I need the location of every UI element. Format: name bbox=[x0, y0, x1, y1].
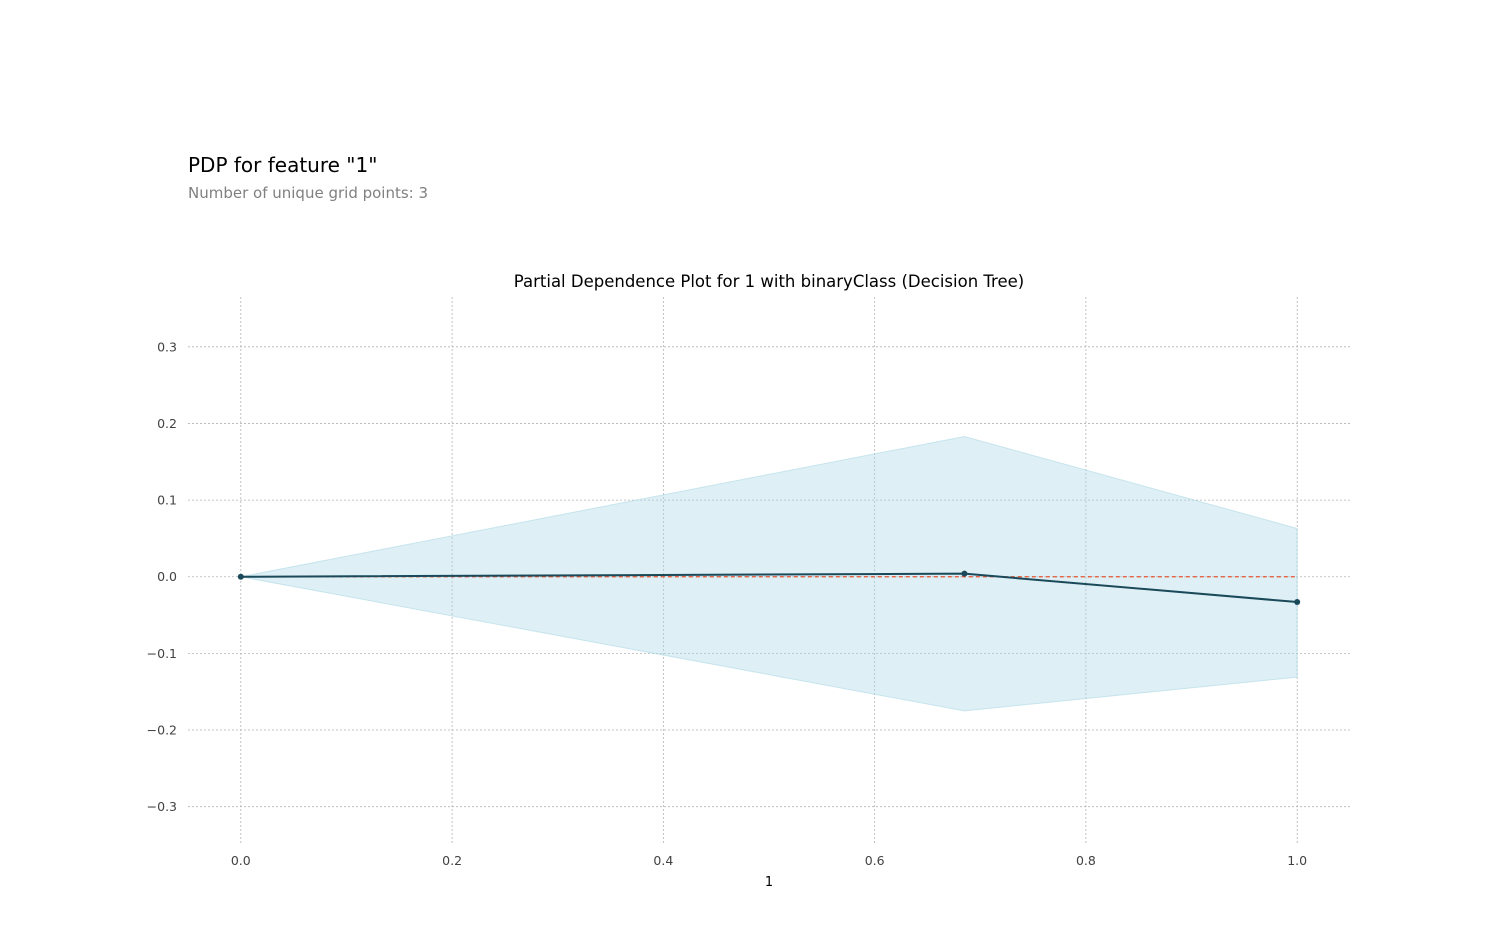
pdp-point bbox=[1294, 599, 1301, 606]
pdp-point bbox=[237, 573, 244, 580]
chart-title: Partial Dependence Plot for 1 with binar… bbox=[514, 272, 1024, 291]
page-subtitle: Number of unique grid points: 3 bbox=[188, 184, 429, 202]
x-tick-label: 0.8 bbox=[1076, 853, 1096, 868]
x-tick-label: 1.0 bbox=[1287, 853, 1307, 868]
x-tick-label: 0.4 bbox=[653, 853, 673, 868]
x-tick-label: 0.2 bbox=[442, 853, 462, 868]
x-tick-label: 0.0 bbox=[231, 853, 251, 868]
y-tick-label: −0.1 bbox=[147, 646, 177, 661]
tick-layer: 0.0 0.2 0.4 0.6 0.8 1.0 0.3 0.2 0.1 0.0 −0.1 −0.2 −0… bbox=[147, 339, 1308, 868]
x-axis-label: 1 bbox=[765, 875, 773, 890]
y-tick-label: 0.1 bbox=[157, 493, 177, 508]
grid-layer bbox=[188, 297, 1350, 845]
y-tick-label: −0.3 bbox=[147, 799, 177, 814]
x-tick-label: 0.6 bbox=[865, 853, 885, 868]
page-title: PDP for feature "1" bbox=[188, 153, 378, 177]
series-layer bbox=[237, 570, 1301, 606]
y-tick-label: 0.0 bbox=[157, 569, 177, 584]
y-tick-label: 0.3 bbox=[157, 339, 177, 354]
y-tick-label: −0.2 bbox=[147, 723, 177, 738]
pdp-point bbox=[961, 570, 968, 577]
y-tick-label: 0.2 bbox=[157, 416, 177, 431]
